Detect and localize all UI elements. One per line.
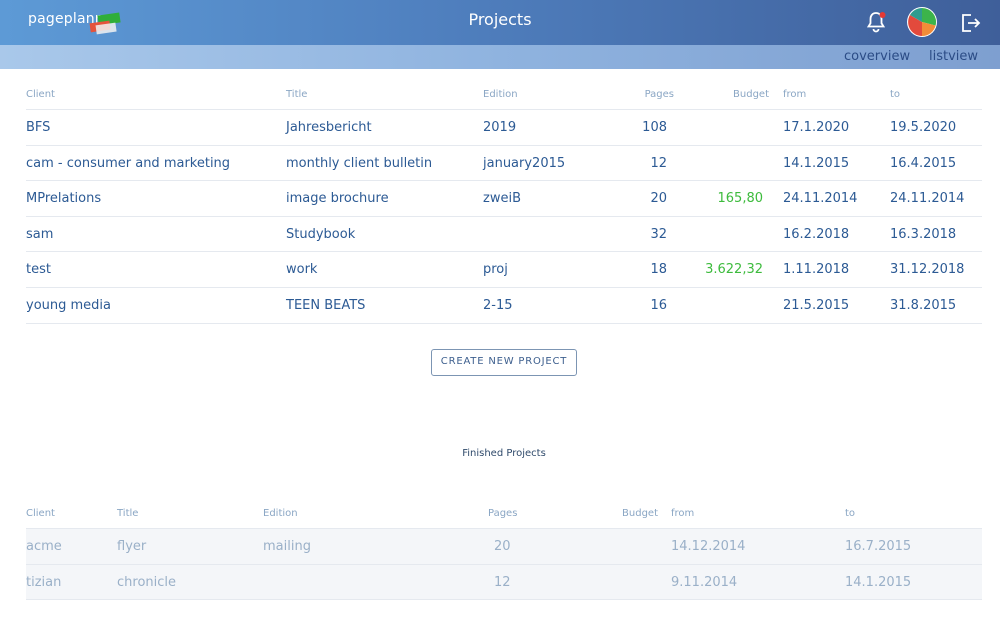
- cell-to: 16.3.2018: [890, 226, 957, 242]
- cell-client: tizian: [26, 574, 62, 590]
- header-budget: Budget: [622, 508, 658, 519]
- cell-client: test: [26, 262, 51, 278]
- cell-pages: 16: [650, 297, 667, 313]
- app-logo-text[interactable]: pageplanr: [28, 11, 101, 27]
- cell-client: sam: [26, 226, 54, 242]
- cell-client: acme: [26, 539, 62, 554]
- table-row[interactable]: acme flyer mailing 20 14.12.2014 16.7.20…: [26, 529, 982, 565]
- finished-projects-heading: Finished Projects: [462, 448, 546, 459]
- header-title: Title: [117, 508, 139, 519]
- top-bar: pageplanr Projects: [0, 0, 1000, 45]
- header-title: Title: [286, 89, 308, 100]
- cell-edition: 2019: [483, 120, 517, 135]
- cell-from: 17.1.2020: [783, 120, 850, 135]
- table-row[interactable]: young media TEEN BEATS 2-15 16 21.5.2015…: [26, 288, 982, 324]
- cell-from: 14.1.2015: [783, 155, 850, 171]
- cell-to: 31.12.2018: [890, 262, 965, 278]
- coverview-link[interactable]: coverview: [844, 49, 911, 64]
- cell-client: cam - consumer and marketing: [26, 155, 231, 171]
- logo-mark-icon: [89, 12, 121, 35]
- table-header-row: Client Title Edition Pages Budget from t…: [26, 502, 982, 529]
- cell-edition: january2015: [483, 155, 566, 171]
- cell-title: Studybook: [286, 226, 356, 242]
- header-pages: Pages: [644, 89, 674, 100]
- pie-chart-icon[interactable]: [906, 6, 938, 38]
- cell-edition: 2-15: [483, 297, 513, 313]
- active-projects-table: Client Title Edition Pages Budget from t…: [26, 83, 982, 324]
- cell-edition: zweiB: [483, 191, 521, 207]
- cell-from: 1.11.2018: [783, 262, 850, 278]
- cell-pages: 20: [650, 191, 667, 207]
- listview-link[interactable]: listview: [929, 49, 979, 64]
- cell-client: MPrelations: [26, 191, 102, 207]
- table-row[interactable]: tizian chronicle 12 9.11.2014 14.1.2015: [26, 564, 982, 601]
- cell-title: chronicle: [117, 574, 177, 590]
- header-to: to: [890, 89, 901, 100]
- logout-icon[interactable]: [958, 11, 982, 35]
- header-from: from: [783, 89, 807, 100]
- cell-pages: 20: [494, 539, 511, 554]
- cell-title: Jahresbericht: [286, 120, 372, 135]
- cell-from: 9.11.2014: [671, 574, 738, 590]
- cell-edition: proj: [483, 262, 508, 278]
- finished-projects-table: Client Title Edition Pages Budget from t…: [26, 502, 982, 601]
- cell-title: image brochure: [286, 191, 389, 207]
- table-row[interactable]: MPrelations image brochure zweiB 20 165,…: [26, 181, 982, 217]
- header-pages: Pages: [488, 508, 518, 519]
- cell-pages: 12: [494, 574, 511, 590]
- cell-edition: mailing: [263, 539, 311, 554]
- cell-client: young media: [26, 297, 112, 313]
- cell-pages: 32: [650, 226, 667, 242]
- header-budget: Budget: [733, 89, 769, 100]
- page-title: Projects: [468, 10, 532, 29]
- cell-to: 16.7.2015: [845, 539, 912, 554]
- cell-from: 21.5.2015: [783, 297, 850, 313]
- cell-pages: 12: [650, 155, 667, 171]
- cell-client: BFS: [26, 120, 51, 135]
- header-edition: Edition: [483, 89, 518, 100]
- view-switcher-bar: coverview listview: [0, 45, 1000, 69]
- cell-to: 24.11.2014: [890, 191, 965, 207]
- cell-budget: 3.622,32: [705, 262, 763, 278]
- cell-title: monthly client bulletin: [286, 155, 433, 171]
- header-client: Client: [26, 508, 55, 519]
- header-edition: Edition: [263, 508, 298, 519]
- cell-from: 14.12.2014: [671, 539, 746, 554]
- table-row[interactable]: sam Studybook 32 16.2.2018 16.3.2018: [26, 217, 982, 253]
- cell-title: flyer: [117, 539, 147, 554]
- cell-pages: 18: [650, 262, 667, 278]
- cell-from: 24.11.2014: [783, 191, 858, 207]
- cell-title: work: [286, 262, 318, 278]
- create-new-project-button[interactable]: CREATE NEW PROJECT: [431, 349, 577, 376]
- cell-to: 19.5.2020: [890, 120, 957, 135]
- cell-to: 16.4.2015: [890, 155, 957, 171]
- cell-from: 16.2.2018: [783, 226, 850, 242]
- cell-title: TEEN BEATS: [286, 297, 366, 313]
- cell-pages: 108: [642, 120, 667, 135]
- cell-to: 31.8.2015: [890, 297, 957, 313]
- table-row[interactable]: test work proj 18 3.622,32 1.11.2018 31.…: [26, 252, 982, 288]
- cell-to: 14.1.2015: [845, 574, 912, 590]
- header-to: to: [845, 508, 856, 519]
- table-row[interactable]: cam - consumer and marketing monthly cli…: [26, 146, 982, 182]
- table-row[interactable]: BFS Jahresbericht 2019 108 17.1.2020 19.…: [26, 110, 982, 146]
- table-header-row: Client Title Edition Pages Budget from t…: [26, 83, 982, 110]
- header-client: Client: [26, 89, 55, 100]
- bell-icon[interactable]: [864, 10, 888, 34]
- header-from: from: [671, 508, 695, 519]
- cell-budget: 165,80: [717, 191, 764, 207]
